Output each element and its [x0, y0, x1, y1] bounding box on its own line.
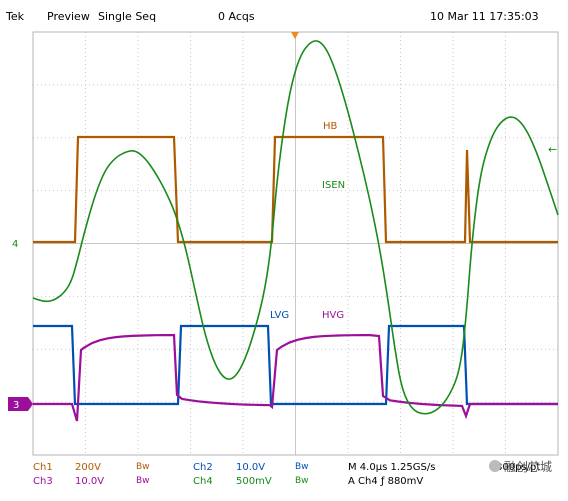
date-time: 10 Mar 11 17:35:03	[430, 10, 539, 23]
ch1-label: Ch1	[33, 462, 53, 473]
label-lvg: LVG	[270, 310, 289, 321]
watermark: 融创芯城	[488, 458, 552, 475]
ch2-bw-limit: Bw	[295, 462, 309, 472]
wechat-icon	[488, 460, 501, 472]
ch3-ground-marker-bg	[8, 397, 33, 411]
ch3-bw-limit: Bw	[136, 476, 150, 486]
trigger-readout: A Ch4 ƒ 880mV	[348, 476, 424, 487]
ch4-scale: 500mV	[236, 476, 272, 487]
graticule-grid	[33, 32, 558, 455]
settings-readout: Ch1 200V Bw Ch2 10.0V Bw M 4.0µs 1.25GS/…	[0, 456, 568, 501]
label-hvg: HVG	[322, 310, 344, 321]
acquisition-mode: Single Seq	[98, 10, 157, 23]
label-hb: HB	[323, 121, 338, 132]
ch1-scale: 200V	[75, 462, 101, 473]
acquisition-count: 0 Acqs	[218, 10, 255, 23]
ch3-label: Ch3	[33, 476, 53, 487]
ch1-bw-limit: Bw	[136, 462, 150, 472]
label-isen: ISEN	[322, 180, 345, 191]
trigger-position-marker	[291, 32, 299, 39]
waveform-hb-ch1	[33, 135, 558, 244]
brand-label: Tek	[6, 10, 24, 23]
points-readout: 800ps/pt	[496, 462, 541, 473]
ch2-label: Ch2	[193, 462, 213, 473]
watermark-text: 融创芯城	[503, 460, 552, 474]
status-bar: Tek Preview Single Seq 0 Acqs 10 Mar 11 …	[0, 0, 568, 30]
ch3-scale: 10.0V	[75, 476, 105, 487]
ch3-ground-marker: 3	[13, 400, 19, 411]
ch4-ground-marker: 4	[12, 239, 18, 250]
timebase-readout: M 4.0µs 1.25GS/s	[348, 462, 436, 473]
ch2-scale: 10.0V	[236, 462, 266, 473]
trigger-level-arrow: ←	[548, 143, 557, 156]
ch4-bw-limit: Bw	[295, 476, 309, 486]
ch4-label: Ch4	[193, 476, 213, 487]
mode-label: Preview	[47, 10, 90, 23]
ch4-ground-marker-bg	[9, 236, 20, 250]
waveform-isen-ch4	[32, 40, 559, 415]
